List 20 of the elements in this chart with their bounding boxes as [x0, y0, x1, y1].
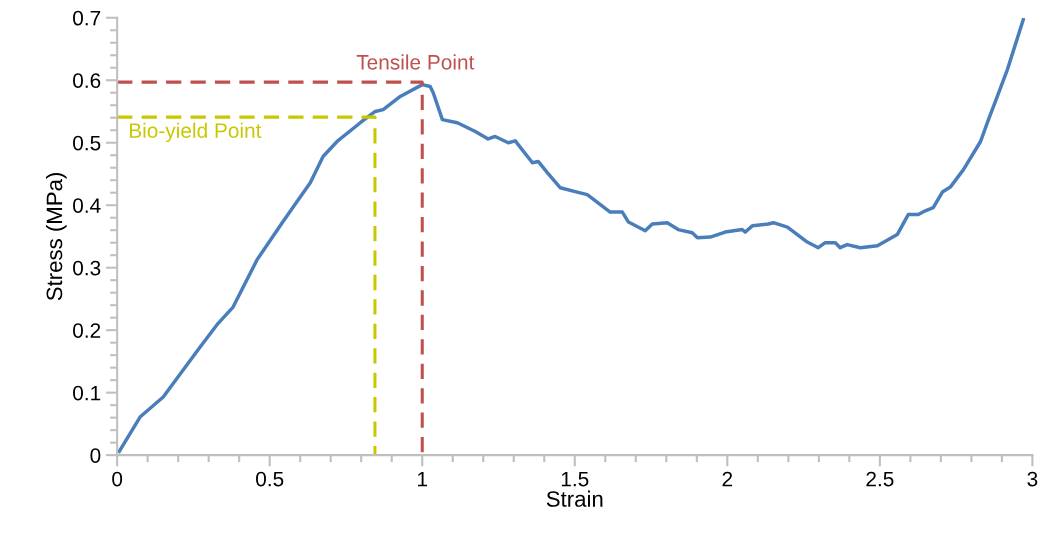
y-tick-label: 0.3 [73, 260, 101, 276]
x-tick-label: 1.5 [561, 471, 589, 487]
y-tick-label: 0.4 [73, 198, 101, 213]
y-tick-label: 0 [90, 448, 101, 463]
x-tick-label: 2 [722, 471, 733, 487]
x-tick-label: 0.5 [256, 471, 284, 487]
line-series [117, 17, 1025, 454]
y-axis-title: Stress (MPa) [45, 173, 67, 301]
annotation: Tensile Point [356, 54, 475, 70]
y-tick-label: 0.2 [73, 323, 101, 338]
y-tick-label: 0.6 [73, 73, 101, 88]
x-tick-label: 0 [112, 471, 123, 487]
x-axis-title: Strain [546, 490, 603, 507]
x-tick-label: 1 [418, 471, 428, 487]
y-tick-label: 0.7 [73, 10, 101, 26]
x-tick-label: 3 [1027, 471, 1038, 487]
y-tick-label: 0.1 [73, 385, 101, 401]
annotation: Bio-yield Point [129, 122, 262, 143]
y-tick-label: 0.5 [73, 135, 101, 151]
x-tick-label: 2.5 [866, 471, 894, 487]
